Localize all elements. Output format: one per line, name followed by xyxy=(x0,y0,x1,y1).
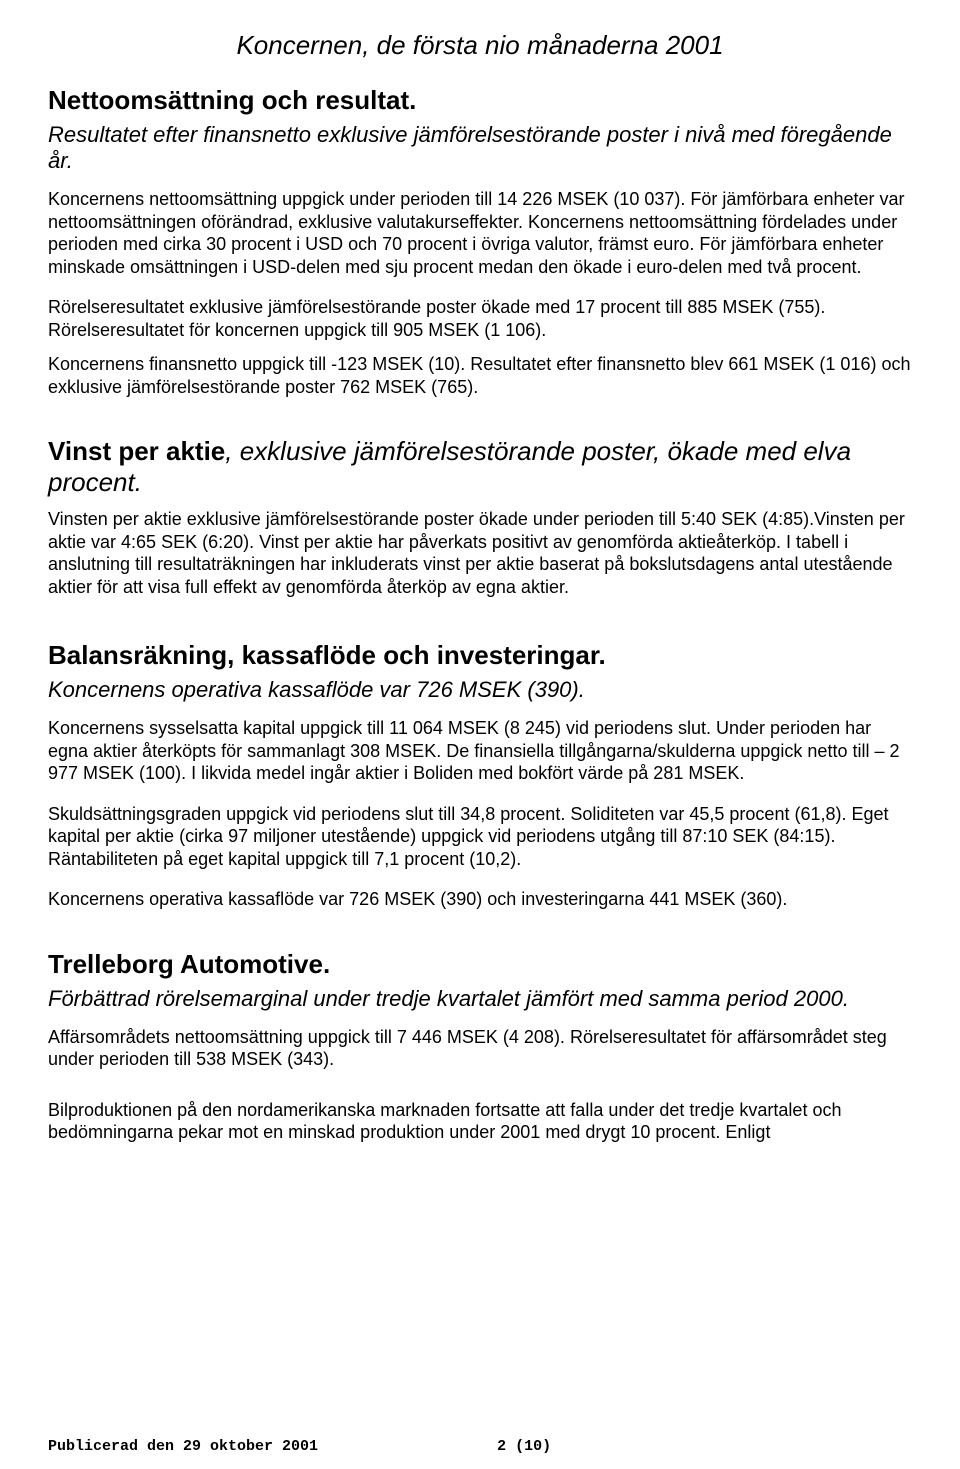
heading-bold-part: Vinst per aktie xyxy=(48,436,225,466)
page-footer: Publicerad den 29 oktober 2001 2 (10) xyxy=(48,1438,551,1455)
paragraph: Koncernens sysselsatta kapital uppgick t… xyxy=(48,717,912,785)
section-heading-trelleborg: Trelleborg Automotive. xyxy=(48,949,912,980)
paragraph: Bilproduktionen på den nordamerikanska m… xyxy=(48,1099,912,1144)
section-sub-balans: Koncernens operativa kassaflöde var 726 … xyxy=(48,677,912,703)
page-title: Koncernen, de första nio månaderna 2001 xyxy=(48,30,912,61)
footer-page-number: 2 (10) xyxy=(497,1438,551,1455)
paragraph: Koncernens nettoomsättning uppgick under… xyxy=(48,188,912,278)
paragraph: Koncernens finansnetto uppgick till -123… xyxy=(48,353,912,398)
section-sub-trelleborg: Förbättrad rörelsemarginal under tredje … xyxy=(48,986,912,1012)
section-heading-balans: Balansräkning, kassaflöde och investerin… xyxy=(48,640,912,671)
section-heading-netto: Nettoomsättning och resultat. xyxy=(48,85,912,116)
paragraph: Koncernens operativa kassaflöde var 726 … xyxy=(48,888,912,911)
paragraph: Skuldsättningsgraden uppgick vid periode… xyxy=(48,803,912,871)
footer-published: Publicerad den 29 oktober 2001 xyxy=(48,1438,318,1455)
paragraph: Rörelseresultatet exklusive jämförelsest… xyxy=(48,296,912,341)
paragraph: Vinsten per aktie exklusive jämförelsest… xyxy=(48,508,912,598)
section-sub-netto: Resultatet efter finansnetto exklusive j… xyxy=(48,122,912,174)
paragraph: Affärsområdets nettoomsättning uppgick t… xyxy=(48,1026,912,1071)
section-heading-vinst: Vinst per aktie, exklusive jämförelsestö… xyxy=(48,436,912,498)
